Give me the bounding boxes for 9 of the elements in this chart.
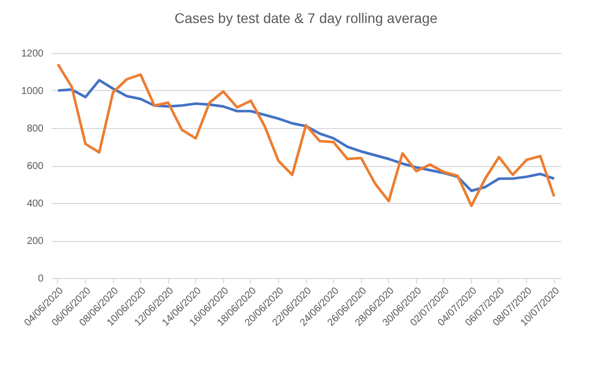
y-tick-label: 1000 [21, 86, 44, 97]
y-tick-label: 200 [26, 236, 44, 247]
y-tick-label: 1200 [21, 48, 44, 60]
y-tick-label: 800 [26, 124, 44, 134]
chart-title: Cases by test date & 7 day rolling average [174, 10, 438, 26]
line-series [56, 62, 556, 208]
y-tick-label: 400 [26, 198, 44, 210]
y-tick-label: 600 [26, 161, 44, 172]
y-tick-label: 0 [38, 274, 44, 284]
